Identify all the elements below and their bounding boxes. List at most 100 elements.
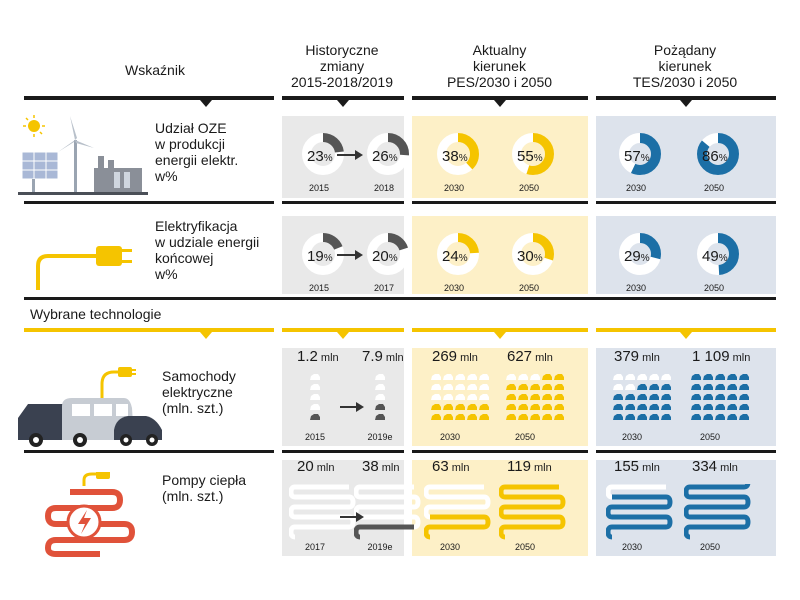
donut-value: 49%: [702, 248, 728, 265]
car-mark: [715, 384, 725, 390]
value-unit: mln: [317, 352, 339, 364]
car-mark: [661, 414, 671, 420]
car-mark: [625, 414, 635, 420]
count-value: 334 mln: [692, 458, 738, 475]
coil-mark: [424, 484, 491, 540]
value-number: 334: [692, 458, 718, 475]
donut-fill: [437, 233, 479, 275]
value-unit: mln: [717, 462, 738, 474]
donut-fill: [619, 233, 661, 275]
car-mark: [649, 404, 659, 410]
row-separator: [24, 201, 274, 204]
value-unit: mln: [313, 462, 335, 474]
value-number: 627: [507, 348, 533, 365]
coil-mark: [684, 484, 751, 540]
row-separator: [596, 450, 776, 453]
donut-mark: [697, 233, 739, 275]
year-label: 2050: [518, 283, 540, 293]
car-mark: [613, 414, 623, 420]
trend-arrow: [340, 512, 364, 522]
car-mark: [637, 384, 647, 390]
car-mark: [715, 414, 725, 420]
coil-mark: [289, 484, 356, 540]
car-mark: [691, 394, 701, 400]
car-mark: [715, 404, 725, 410]
car-mark: [431, 384, 441, 390]
car-mark: [703, 394, 713, 400]
value-number: 19: [307, 248, 324, 265]
car-mark: [703, 384, 713, 390]
car-mark: [518, 414, 528, 420]
donut-mark: [367, 133, 409, 175]
year-label: 2050: [699, 542, 721, 552]
car-mark: [375, 384, 385, 390]
value-unit: mln: [457, 352, 478, 364]
car-mark: [613, 404, 623, 410]
donut-value: 55%: [517, 148, 543, 165]
car-mark: [479, 394, 489, 400]
car-grid: [375, 374, 385, 420]
row-label-electrification: Elektryfikacja w udziale energii końcowe…: [155, 218, 260, 282]
year-label: 2015: [308, 283, 330, 293]
car-mark: [455, 394, 465, 400]
car-mark: [691, 374, 701, 380]
car-mark: [661, 404, 671, 410]
value-unit: mln: [378, 462, 400, 474]
year-label: 2050: [518, 183, 540, 193]
car-mark: [443, 394, 453, 400]
section-label: Wybrane technologie: [30, 306, 162, 322]
row-separator: [282, 450, 404, 453]
value-unit: %: [458, 253, 468, 264]
year-label: 2030: [439, 542, 461, 552]
donut-fill: [367, 133, 409, 175]
car-mark: [691, 384, 701, 390]
year-label: 2050: [514, 542, 536, 552]
car-mark: [625, 404, 635, 410]
donut-fill: [367, 233, 409, 275]
car-mark: [649, 414, 659, 420]
car-mark: [530, 394, 540, 400]
car-grid: [613, 374, 671, 420]
car-mark: [375, 374, 385, 380]
value-unit: mln: [532, 352, 553, 364]
value-unit: mln: [639, 352, 660, 364]
row-separator: [596, 201, 776, 204]
car-mark: [506, 384, 516, 390]
row-label-ev: Samochody elektryczne (mln. szt.): [162, 368, 236, 416]
donut-value: 29%: [624, 248, 650, 265]
value-unit: %: [323, 153, 333, 164]
car-mark: [443, 384, 453, 390]
value-unit: %: [533, 153, 543, 164]
car-mark: [455, 384, 465, 390]
year-label: 2030: [625, 183, 647, 193]
value-number: 57: [624, 148, 641, 165]
car-mark: [530, 404, 540, 410]
value-number: 269: [432, 348, 458, 365]
car-mark: [431, 374, 441, 380]
car-mark: [625, 394, 635, 400]
plug-icon: [36, 246, 132, 290]
value-unit: mln: [530, 462, 552, 474]
car-mark: [661, 384, 671, 390]
car-mark: [649, 394, 659, 400]
value-unit: %: [458, 153, 468, 164]
value-number: 119: [507, 458, 531, 475]
car-mark: [310, 384, 320, 390]
coil-mark: [499, 484, 566, 540]
electric-vehicles-icon: [18, 367, 162, 447]
car-mark: [518, 384, 528, 390]
header-desired: Pożądany kierunek TES/2030 i 2050: [632, 42, 738, 90]
car-mark: [467, 414, 477, 420]
car-grid: [310, 374, 320, 420]
car-mark: [455, 404, 465, 410]
value-unit: mln: [729, 352, 751, 364]
trend-arrow: [337, 150, 363, 160]
donut-fill: [512, 133, 554, 175]
car-mark: [739, 374, 749, 380]
year-label: 2030: [443, 283, 465, 293]
car-mark: [649, 374, 659, 380]
year-label: 2030: [439, 432, 461, 442]
car-mark: [310, 394, 320, 400]
section-yellow-bars: [24, 328, 776, 339]
section-top-rule: [24, 297, 776, 300]
